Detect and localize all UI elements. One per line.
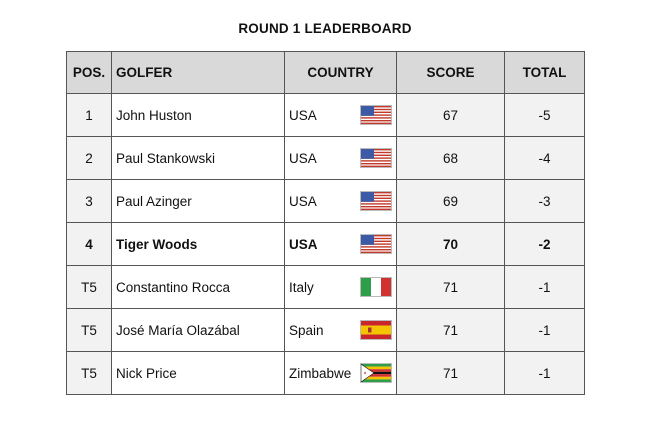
cell-score: 71: [396, 351, 505, 395]
cell-pos: 3: [66, 179, 112, 223]
cell-total: -2: [504, 222, 585, 266]
cell-country: USA: [284, 136, 397, 180]
cell-golfer: Paul Azinger: [111, 179, 285, 223]
cell-score: 71: [396, 308, 505, 352]
leaderboard-title: ROUND 1 LEADERBOARD: [238, 21, 412, 36]
cell-golfer: Constantino Rocca: [111, 265, 285, 309]
header-row: POS. GOLFER COUNTRY SCORE TOTAL: [66, 51, 585, 94]
cell-pos: 2: [66, 136, 112, 180]
country-name: Italy: [289, 279, 314, 295]
cell-golfer: Paul Stankowski: [111, 136, 285, 180]
cell-golfer: Tiger Woods: [111, 222, 285, 266]
country-name: USA: [289, 193, 317, 209]
usa-flag-icon: [360, 191, 392, 211]
table-row: 4 Tiger Woods USA 70 -2: [66, 222, 585, 266]
country-name: USA: [289, 236, 318, 252]
table-row: T5 José María Olazábal Spain 71 -1: [66, 308, 585, 352]
cell-pos: T5: [66, 351, 112, 395]
cell-score: 68: [396, 136, 505, 180]
usa-flag-icon: [360, 234, 392, 254]
cell-total: -3: [504, 179, 585, 223]
header-pos: POS.: [66, 51, 112, 94]
header-country: COUNTRY: [284, 51, 397, 94]
usa-flag-icon: [360, 148, 392, 168]
cell-pos: T5: [66, 265, 112, 309]
country-name: USA: [289, 150, 317, 166]
table-row: 2 Paul Stankowski USA 68 -4: [66, 136, 585, 180]
cell-golfer: John Huston: [111, 93, 285, 137]
country-name: Zimbabwe: [289, 365, 352, 381]
cell-country: USA: [284, 222, 397, 266]
table-row: 1 John Huston USA 67 -5: [66, 93, 585, 137]
header-golfer: GOLFER: [111, 51, 285, 94]
country-name: USA: [289, 107, 317, 123]
header-total: TOTAL: [504, 51, 585, 94]
cell-total: -5: [504, 93, 585, 137]
cell-country: Zimbabwe: [284, 351, 397, 395]
leaderboard-table: POS. GOLFER COUNTRY SCORE TOTAL 1 John Hu…: [66, 51, 585, 395]
cell-country: USA: [284, 93, 397, 137]
table-row: 3 Paul Azinger USA 69 -3: [66, 179, 585, 223]
table-row: T5 Constantino Rocca Italy 71 -1: [66, 265, 585, 309]
cell-country: USA: [284, 179, 397, 223]
italy-flag-icon: [360, 277, 392, 297]
country-name: Spain: [289, 322, 324, 338]
cell-pos: 4: [66, 222, 112, 266]
cell-pos: 1: [66, 93, 112, 137]
cell-golfer: José María Olazábal: [111, 308, 285, 352]
table-row: T5 Nick Price Zimbabwe 71 -1: [66, 351, 585, 395]
cell-total: -1: [504, 351, 585, 395]
cell-total: -4: [504, 136, 585, 180]
cell-score: 69: [396, 179, 505, 223]
header-score: SCORE: [396, 51, 505, 94]
usa-flag-icon: [360, 105, 392, 125]
cell-total: -1: [504, 265, 585, 309]
cell-golfer: Nick Price: [111, 351, 285, 395]
cell-country: Spain: [284, 308, 397, 352]
cell-score: 67: [396, 93, 505, 137]
zimbabwe-flag-icon: [360, 363, 392, 383]
cell-country: Italy: [284, 265, 397, 309]
cell-score: 71: [396, 265, 505, 309]
spain-flag-icon: [360, 320, 392, 340]
cell-score: 70: [396, 222, 505, 266]
cell-total: -1: [504, 308, 585, 352]
cell-pos: T5: [66, 308, 112, 352]
